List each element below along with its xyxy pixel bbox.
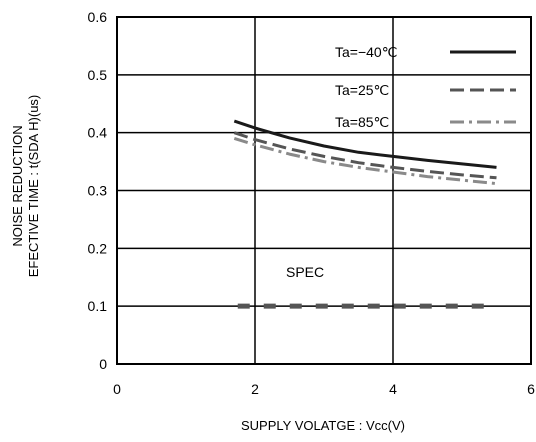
y-tick-label: 0.4 [88, 125, 108, 141]
spec-label: SPEC [286, 264, 324, 280]
y-tick-label: 0.3 [88, 183, 108, 199]
legend: Ta=−40℃ Ta=25℃ Ta=85℃ [335, 44, 516, 130]
y-tick-label: 0.6 [88, 9, 108, 25]
x-tick-label: 2 [251, 381, 259, 397]
y-tick-label: 0.5 [88, 67, 108, 83]
series-line-1 [233, 131, 497, 180]
grid [117, 17, 531, 364]
y-axis-title-line-2: EFECTIVE TIME : t(SDA H)(us) [26, 95, 41, 278]
legend-label-1: Ta=25℃ [335, 82, 389, 98]
y-axis-title: NOISE REDUCTION EFECTIVE TIME : t(SDA H)… [10, 95, 41, 278]
y-tick-label: 0.1 [88, 298, 108, 314]
x-tick-label: 6 [527, 381, 535, 397]
y-tick-label: 0 [99, 356, 107, 372]
series-line-2 [233, 136, 497, 186]
series-lines [233, 119, 497, 186]
x-tick-label: 4 [389, 381, 397, 397]
y-axis-title-line-1: NOISE REDUCTION [10, 125, 25, 246]
x-tick-label: 0 [113, 381, 121, 397]
x-axis-title: SUPPLY VOLATGE : Vcc(V) [241, 418, 405, 433]
y-tick-label: 0.2 [88, 240, 108, 256]
series-line-0 [233, 119, 497, 169]
legend-label-2: Ta=85℃ [335, 114, 389, 130]
tick-labels: 0 0.1 0.2 0.3 0.4 0.5 0.6 0 2 4 6 [88, 9, 536, 397]
plot-frame [116, 16, 532, 365]
legend-label-0: Ta=−40℃ [335, 44, 397, 60]
